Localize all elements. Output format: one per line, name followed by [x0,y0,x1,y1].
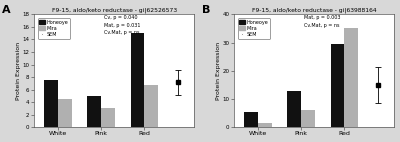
Title: F9-15, aldo/keto reductase - gi|63988164: F9-15, aldo/keto reductase - gi|63988164 [252,8,376,13]
Text: A: A [2,5,10,15]
Bar [301,110,315,127]
Bar [130,33,144,127]
Title: F9-15, aldo/keto reductase - gi|62526573: F9-15, aldo/keto reductase - gi|62526573 [52,8,177,13]
Legend: Honeoye, Mira, SEM: Honeoye, Mira, SEM [38,18,70,39]
Y-axis label: Protein Expression: Protein Expression [16,42,21,100]
Bar [144,85,158,127]
Bar [44,80,58,127]
Bar [101,108,115,127]
Bar [244,112,258,127]
Y-axis label: Protein Expression: Protein Expression [216,42,221,100]
Bar [87,96,101,127]
Bar [58,99,72,127]
Text: Cv, p = 0.040
Mat, p = 0.031
Cv.Mat, p = ns: Cv, p = 0.040 Mat, p = 0.031 Cv.Mat, p =… [104,15,141,35]
Bar [258,123,272,127]
Text: B: B [202,5,210,15]
Bar [344,28,358,127]
Bar [287,91,301,127]
Legend: Honeoye, Mira, SEM: Honeoye, Mira, SEM [238,18,270,39]
Bar [330,44,344,127]
Text: Mat, p = 0.003
Cv.Mat, p = ns: Mat, p = 0.003 Cv.Mat, p = ns [304,15,341,28]
